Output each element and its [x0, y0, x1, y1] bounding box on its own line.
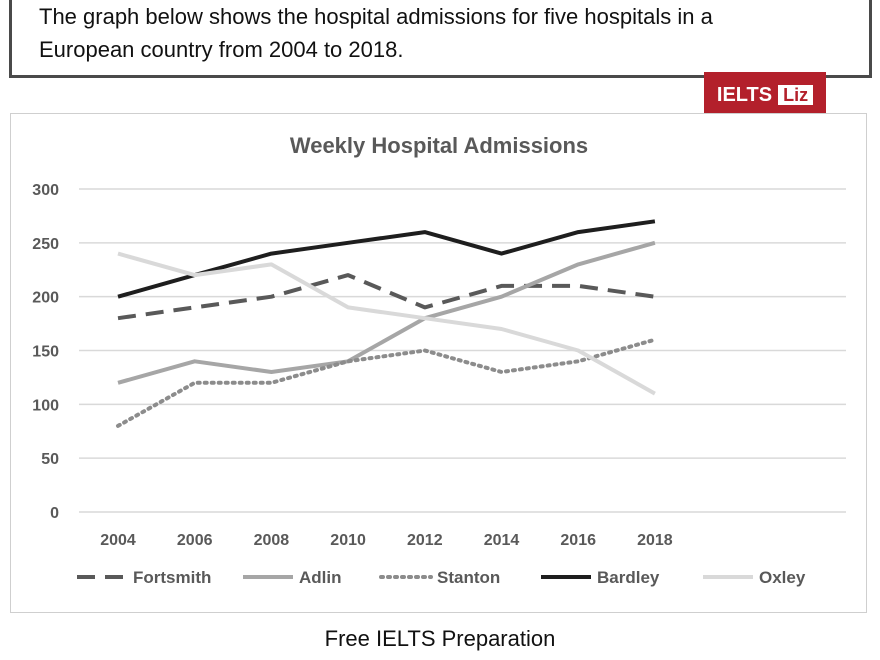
prompt-text: The graph below shows the hospital admis… — [39, 0, 839, 66]
series-line-fortsmith — [117, 273, 656, 321]
x-tick-label: 2014 — [484, 532, 520, 549]
chart-frame: Weekly Hospital Admissions 0 50 100 150 200 25… — [10, 113, 867, 613]
y-tick-label: 100 — [32, 397, 59, 414]
legend-label: Adlin — [299, 568, 342, 587]
x-tick-label: 2018 — [637, 532, 673, 549]
prompt-line-1: The graph below shows the hospital admis… — [39, 4, 713, 29]
legend-label: Bardley — [597, 568, 660, 587]
logo-text: IELTS — [716, 83, 773, 106]
y-tick-label: 0 — [50, 505, 59, 522]
series-line-oxley — [117, 251, 656, 396]
chart-title: Weekly Hospital Admissions — [290, 133, 588, 158]
x-tick-label: 2008 — [254, 532, 290, 549]
x-tick-label: 2012 — [407, 532, 443, 549]
logo-liz: Liz — [778, 85, 814, 105]
x-tick-label: 2016 — [560, 532, 596, 549]
y-tick-label: 50 — [41, 451, 59, 468]
line-chart: Weekly Hospital Admissions 0 50 100 150 200 25… — [32, 133, 846, 587]
series-line-bardley — [117, 219, 656, 299]
series-line-stanton — [116, 337, 657, 428]
legend-label: Fortsmith — [133, 568, 211, 587]
series-line-adlin — [117, 240, 656, 385]
footer-caption: Free IELTS Preparation — [324, 626, 556, 651]
x-tick-label: 2006 — [177, 532, 213, 549]
x-tick-label: 2004 — [100, 532, 136, 549]
prompt-box: The graph below shows the hospital admis… — [9, 0, 872, 78]
y-tick-label: 200 — [32, 290, 59, 307]
y-tick-label: 300 — [32, 182, 59, 199]
legend-label: Stanton — [437, 568, 500, 587]
y-tick-label: 250 — [32, 236, 59, 253]
x-tick-label: 2010 — [330, 532, 366, 549]
ielts-liz-logo: IELTS Liz — [704, 72, 826, 118]
y-tick-label: 150 — [32, 344, 59, 361]
legend-label: Oxley — [759, 568, 806, 587]
prompt-line-2: European country from 2004 to 2018. — [39, 37, 404, 62]
